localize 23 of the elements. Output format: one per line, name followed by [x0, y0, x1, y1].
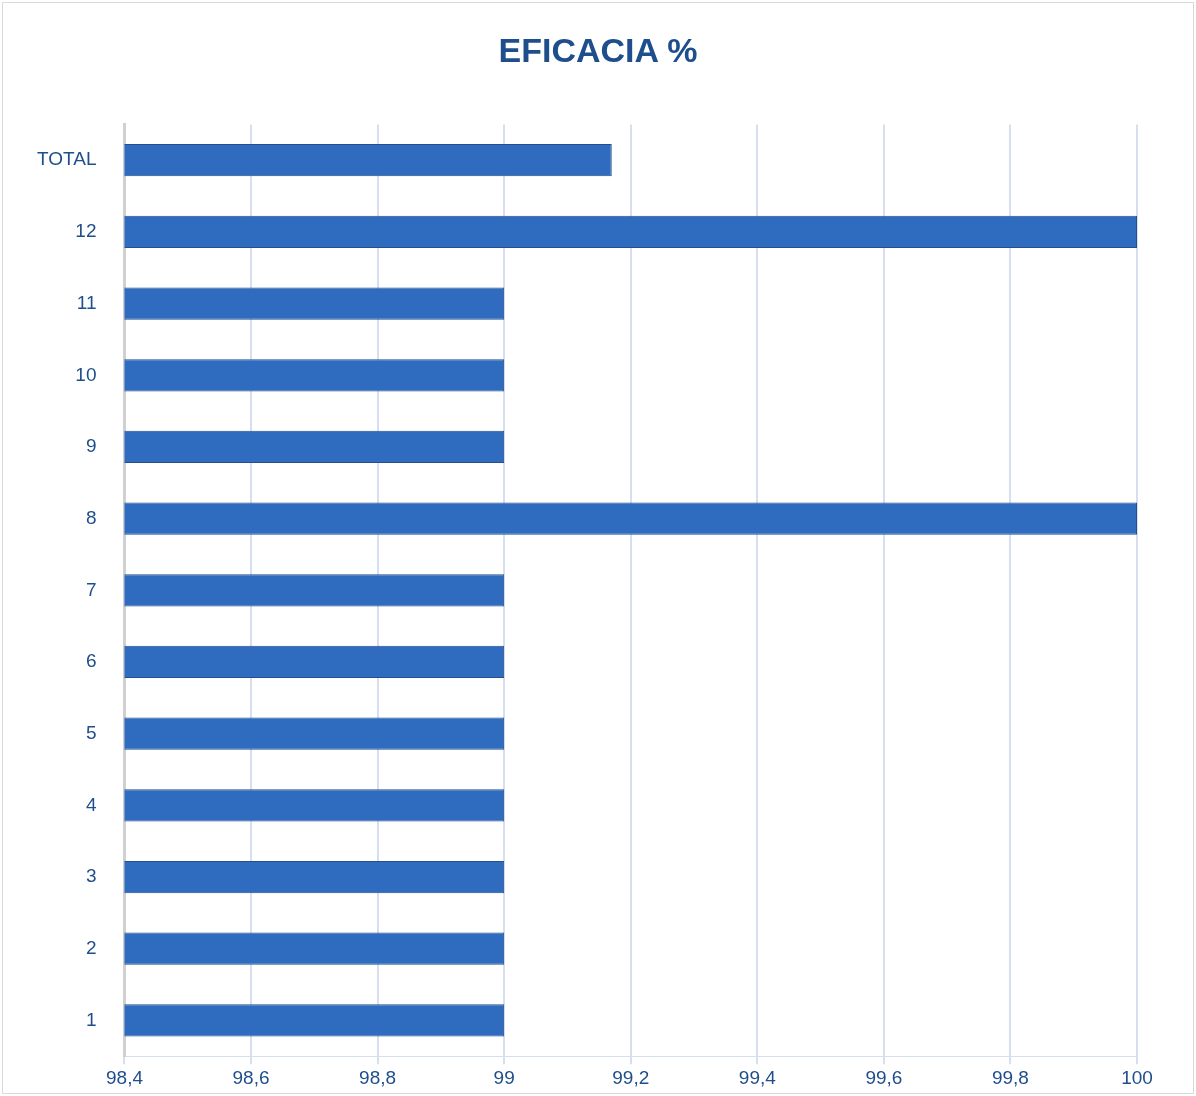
x-tick-label: 99,2 — [612, 1066, 650, 1088]
x-tick-label: 98,4 — [105, 1066, 144, 1088]
y-tick-label: 10 — [75, 363, 97, 385]
y-tick-label: 5 — [85, 721, 97, 743]
x-tick-label: 99,8 — [991, 1066, 1029, 1088]
x-tick-label: 98,8 — [359, 1066, 397, 1088]
y-tick-label: 4 — [85, 793, 97, 815]
y-tick-label: 12 — [75, 220, 97, 242]
x-tick-label: 100 — [1121, 1066, 1153, 1088]
y-tick-label: 11 — [76, 291, 97, 313]
y-tick-label: 6 — [85, 650, 97, 672]
y-tick-label: 7 — [85, 578, 97, 600]
y-tick-label: 9 — [85, 435, 97, 457]
x-tick-label: 99,4 — [738, 1066, 777, 1088]
x-tick-label: 99,6 — [865, 1066, 903, 1088]
x-tick-label: 99 — [493, 1066, 515, 1088]
y-tick-label: 1 — [85, 1008, 97, 1030]
y-tick-label: 8 — [85, 506, 97, 528]
y-tick-label: 2 — [85, 936, 97, 958]
y-tick-label: TOTAL — [36, 148, 97, 170]
x-tick-label: 98,6 — [232, 1066, 270, 1088]
y-tick-label: 3 — [85, 865, 97, 887]
chart-title: EFICACIA % — [497, 31, 699, 70]
